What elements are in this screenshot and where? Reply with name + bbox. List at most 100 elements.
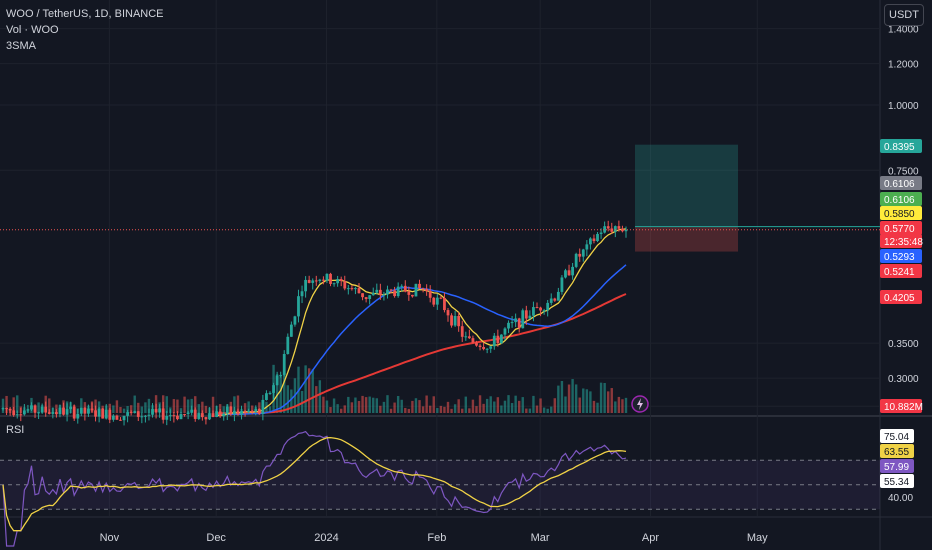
volume-bar — [571, 379, 574, 413]
price-badge-label: 0.5293 — [884, 252, 915, 263]
candle-body — [240, 411, 243, 415]
candle-body — [471, 338, 475, 343]
candle-body — [44, 406, 48, 413]
target-zone — [635, 144, 738, 227]
candle-body — [617, 226, 621, 229]
volume-bar — [589, 391, 592, 413]
price-badge — [880, 234, 922, 248]
candle-body — [346, 288, 350, 290]
currency-button[interactable]: USDT — [884, 4, 924, 26]
volume-bar — [567, 384, 571, 413]
volume-bar — [5, 395, 8, 413]
candle-body — [8, 408, 12, 411]
volume-bar — [546, 408, 549, 413]
volume-bar — [443, 406, 446, 413]
candle-body — [265, 393, 268, 400]
price-badge — [880, 139, 922, 153]
candle-body — [136, 411, 140, 417]
volume-bar — [218, 404, 222, 413]
candle-body — [37, 412, 40, 414]
stop-zone — [635, 226, 738, 252]
rsi-legend[interactable]: RSI — [6, 424, 25, 436]
volume-bar — [340, 408, 343, 413]
volume-bar — [478, 395, 482, 413]
volume-bar — [375, 398, 378, 413]
volume-bar — [37, 402, 40, 413]
sma-mid-line — [216, 264, 627, 416]
candle-body — [144, 415, 147, 417]
volume-bar — [542, 407, 546, 413]
candle-body — [336, 279, 340, 284]
volume-bar — [614, 401, 617, 413]
rsi-badge — [880, 444, 914, 458]
volume-bar — [539, 398, 542, 413]
candle-body — [432, 297, 436, 305]
candle-body — [186, 412, 190, 415]
candle-body — [567, 270, 571, 276]
candle-body — [79, 407, 83, 414]
price-badge — [880, 206, 922, 220]
volume-bar — [325, 400, 329, 413]
candle-body — [129, 412, 133, 414]
candle-body — [87, 408, 90, 414]
symbol-title[interactable]: WOO / TetherUS, 1D, BINANCE — [6, 8, 164, 20]
price-badge-label: 0.5241 — [884, 267, 915, 278]
volume-bar — [407, 408, 411, 413]
volume-bar — [307, 368, 311, 413]
volume-bar — [461, 408, 464, 413]
candle-body — [304, 279, 307, 292]
volume-bar — [535, 405, 539, 413]
volume-bar — [582, 388, 585, 413]
candle-body — [65, 409, 69, 415]
price-badge-label: 0.8395 — [884, 142, 915, 153]
sma-legend[interactable]: 3SMA — [6, 40, 36, 52]
candle-body — [453, 315, 457, 326]
candle-body — [1, 408, 5, 410]
candle-body — [311, 280, 315, 283]
candle-body — [546, 302, 550, 311]
volume-bar — [503, 400, 507, 413]
candle-body — [425, 288, 429, 292]
rsi-badge-label: 75.04 — [884, 432, 909, 443]
candle-body — [204, 417, 208, 420]
candle-body — [83, 407, 87, 414]
candle-body — [154, 409, 158, 413]
candle-body — [592, 238, 596, 242]
candle-body — [275, 375, 279, 386]
price-axis-label: 0.7500 — [888, 166, 919, 177]
rsi-badge-label: 57.99 — [884, 462, 909, 473]
volume-bar — [347, 396, 350, 413]
candle-body — [33, 405, 37, 413]
candle-body — [418, 283, 421, 289]
price-badge — [880, 399, 922, 413]
candle-body — [236, 410, 240, 415]
volume-bar — [382, 401, 386, 413]
candle-body — [30, 405, 33, 410]
candle-body — [532, 307, 535, 316]
volume-bar — [553, 398, 556, 413]
candle-body — [350, 288, 354, 290]
candle-body — [197, 413, 201, 419]
volume-bar — [201, 401, 204, 413]
volume-bar — [48, 398, 51, 413]
volume-legend[interactable]: Vol · WOO — [6, 24, 59, 36]
volume-bar — [439, 405, 443, 413]
volume-bar — [176, 399, 179, 413]
price-badge-label: 10.882M — [884, 402, 923, 413]
candle-body — [500, 334, 503, 344]
volume-bar — [343, 405, 346, 413]
candle-body — [183, 414, 186, 416]
volume-bar — [279, 374, 282, 413]
rsi-badge — [880, 474, 914, 488]
volume-bar — [396, 396, 400, 413]
price-badge — [880, 176, 922, 190]
candle-body — [411, 294, 414, 297]
time-axis-label: 2024 — [314, 532, 338, 544]
candle-body — [624, 229, 628, 232]
price-axis-label: 0.3500 — [888, 339, 919, 350]
candle-body — [553, 298, 557, 301]
time-axis-label: Mar — [531, 532, 550, 544]
candle-body — [225, 406, 229, 414]
candle-body — [168, 415, 172, 417]
